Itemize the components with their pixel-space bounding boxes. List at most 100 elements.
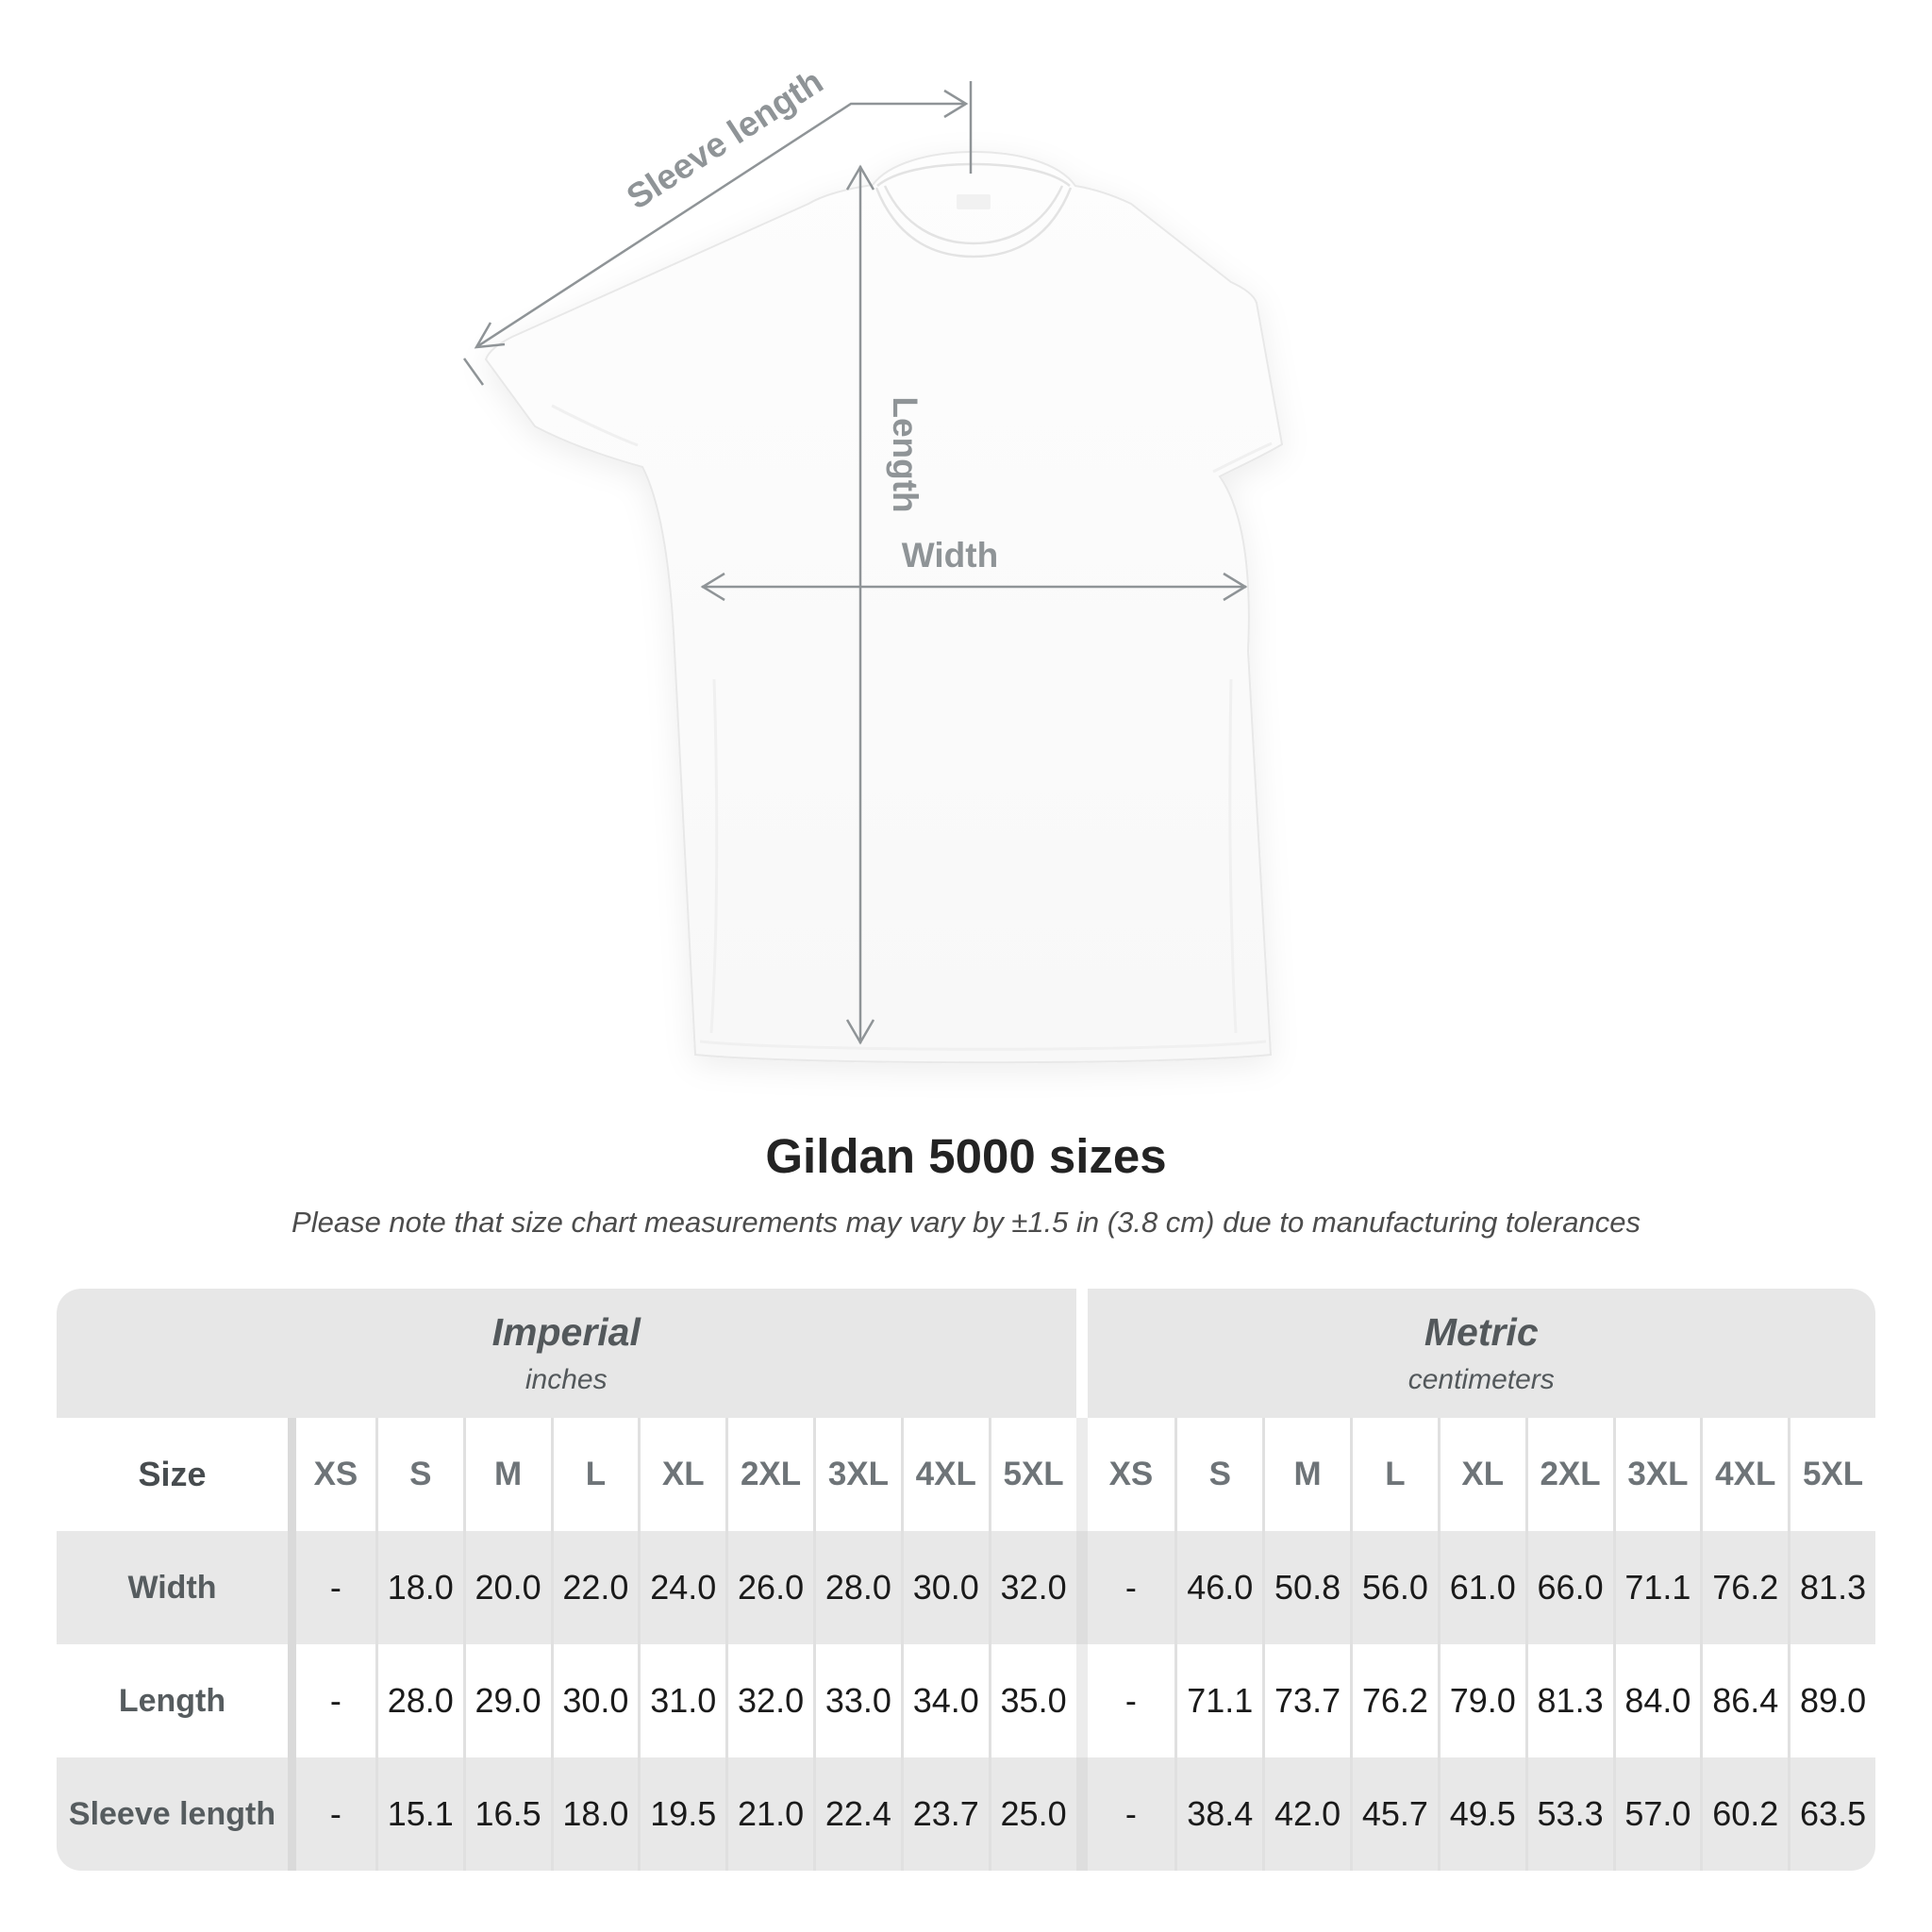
value-cell: 26.0 <box>725 1531 813 1644</box>
value-cell: 71.1 <box>1612 1531 1701 1644</box>
value-cell: 63.5 <box>1788 1757 1875 1871</box>
value-cell: 56.0 <box>1350 1531 1438 1644</box>
value-cell: 31.0 <box>638 1644 726 1757</box>
tolerance-note: Please note that size chart measurements… <box>291 1206 1641 1239</box>
value-cell: 66.0 <box>1524 1531 1613 1644</box>
size-col-header: S <box>1174 1418 1263 1531</box>
size-col-header: XL <box>638 1418 726 1531</box>
collar-band-seam <box>883 185 1064 245</box>
value-cell: - <box>1087 1644 1175 1757</box>
value-cell: 15.1 <box>375 1757 463 1871</box>
collar-top-inner <box>876 162 1071 187</box>
value-cell: 23.7 <box>900 1757 989 1871</box>
value-cell: 42.0 <box>1262 1757 1350 1871</box>
value-cell: - <box>1087 1757 1175 1871</box>
value-cell: 30.0 <box>900 1531 989 1644</box>
value-cell: 71.1 <box>1174 1644 1263 1757</box>
length-annotation: Length <box>845 164 924 1045</box>
half-divider <box>1075 1644 1088 1757</box>
value-cell: - <box>1087 1531 1175 1644</box>
value-cell: 30.0 <box>550 1644 639 1757</box>
group-header-gap <box>1075 1289 1088 1418</box>
value-cell: 22.0 <box>550 1531 639 1644</box>
half-divider <box>1075 1757 1088 1871</box>
imperial-group-header: Imperial inches <box>57 1289 1076 1418</box>
value-cell: 24.0 <box>638 1531 726 1644</box>
size-col-header: L <box>1350 1418 1438 1531</box>
value-cell: 18.0 <box>375 1531 463 1644</box>
size-col-header: 5XL <box>1788 1418 1875 1531</box>
value-cell: 32.0 <box>725 1644 813 1757</box>
half-divider <box>1075 1418 1088 1531</box>
value-cell: 76.2 <box>1700 1531 1789 1644</box>
size-col-header: XS <box>288 1418 375 1531</box>
half-divider <box>1075 1531 1088 1644</box>
value-cell: 81.3 <box>1524 1644 1613 1757</box>
imperial-label: Imperial <box>491 1309 641 1354</box>
value-cell: 28.0 <box>813 1531 901 1644</box>
size-col-header: 2XL <box>1524 1418 1613 1531</box>
sleeve-length-arrow <box>475 102 965 349</box>
imperial-unit: inches <box>525 1364 608 1396</box>
value-cell: 49.5 <box>1437 1757 1525 1871</box>
size-col-header: 5XL <box>988 1418 1076 1531</box>
value-cell: 73.7 <box>1262 1644 1350 1757</box>
value-cell: - <box>288 1644 375 1757</box>
metric-label: Metric <box>1424 1309 1539 1354</box>
tshirt-measurement-diagram: Sleeve length Length Width <box>462 61 1284 1064</box>
value-cell: 81.3 <box>1788 1531 1875 1644</box>
row-label: Width <box>57 1531 288 1644</box>
value-cell: 61.0 <box>1437 1531 1525 1644</box>
size-col-header: 3XL <box>813 1418 901 1531</box>
value-cell: 21.0 <box>725 1757 813 1871</box>
value-cell: 50.8 <box>1262 1531 1350 1644</box>
value-cell: 19.5 <box>638 1757 726 1871</box>
width-label: Width <box>902 536 998 575</box>
row-label: Sleeve length <box>57 1757 288 1871</box>
tshirt-illustration <box>484 150 1284 1064</box>
length-label: Length <box>886 396 924 512</box>
value-cell: 57.0 <box>1612 1757 1701 1871</box>
size-col-header: 3XL <box>1612 1418 1701 1531</box>
value-cell: 22.4 <box>813 1757 901 1871</box>
value-cell: 33.0 <box>813 1644 901 1757</box>
value-cell: 45.7 <box>1350 1757 1438 1871</box>
value-cell: 76.2 <box>1350 1644 1438 1757</box>
value-cell: 25.0 <box>988 1757 1076 1871</box>
size-col-header: XL <box>1437 1418 1525 1531</box>
size-corner-header: Size <box>57 1418 288 1531</box>
value-cell: 18.0 <box>550 1757 639 1871</box>
size-col-header: M <box>1262 1418 1350 1531</box>
metric-group-header: Metric centimeters <box>1087 1289 1875 1418</box>
page-title: Gildan 5000 sizes <box>765 1129 1167 1183</box>
value-cell: 35.0 <box>988 1644 1076 1757</box>
value-cell: - <box>288 1757 375 1871</box>
width-annotation: Width <box>700 536 1248 602</box>
size-col-header: M <box>462 1418 551 1531</box>
size-col-header: 4XL <box>1700 1418 1789 1531</box>
value-cell: 84.0 <box>1612 1644 1701 1757</box>
collar-tag <box>957 194 991 209</box>
metric-unit: centimeters <box>1407 1364 1555 1396</box>
value-cell: 28.0 <box>375 1644 463 1757</box>
value-cell: 29.0 <box>462 1644 551 1757</box>
size-col-header: S <box>375 1418 463 1531</box>
collar-neckline <box>874 187 1073 258</box>
row-label: Length <box>57 1644 288 1757</box>
size-col-header: L <box>550 1418 639 1531</box>
value-cell: - <box>288 1531 375 1644</box>
value-cell: 38.4 <box>1174 1757 1263 1871</box>
size-chart-table: Imperial inches Metric centimeters Size … <box>57 1289 1875 1871</box>
size-col-header: XS <box>1087 1418 1175 1531</box>
value-cell: 79.0 <box>1437 1644 1525 1757</box>
value-cell: 60.2 <box>1700 1757 1789 1871</box>
value-cell: 20.0 <box>462 1531 551 1644</box>
size-col-header: 2XL <box>725 1418 813 1531</box>
sleeve-end-tick <box>462 358 485 386</box>
value-cell: 89.0 <box>1788 1644 1875 1757</box>
value-cell: 86.4 <box>1700 1644 1789 1757</box>
value-cell: 34.0 <box>900 1644 989 1757</box>
value-cell: 53.3 <box>1524 1757 1613 1871</box>
value-cell: 46.0 <box>1174 1531 1263 1644</box>
value-cell: 32.0 <box>988 1531 1076 1644</box>
